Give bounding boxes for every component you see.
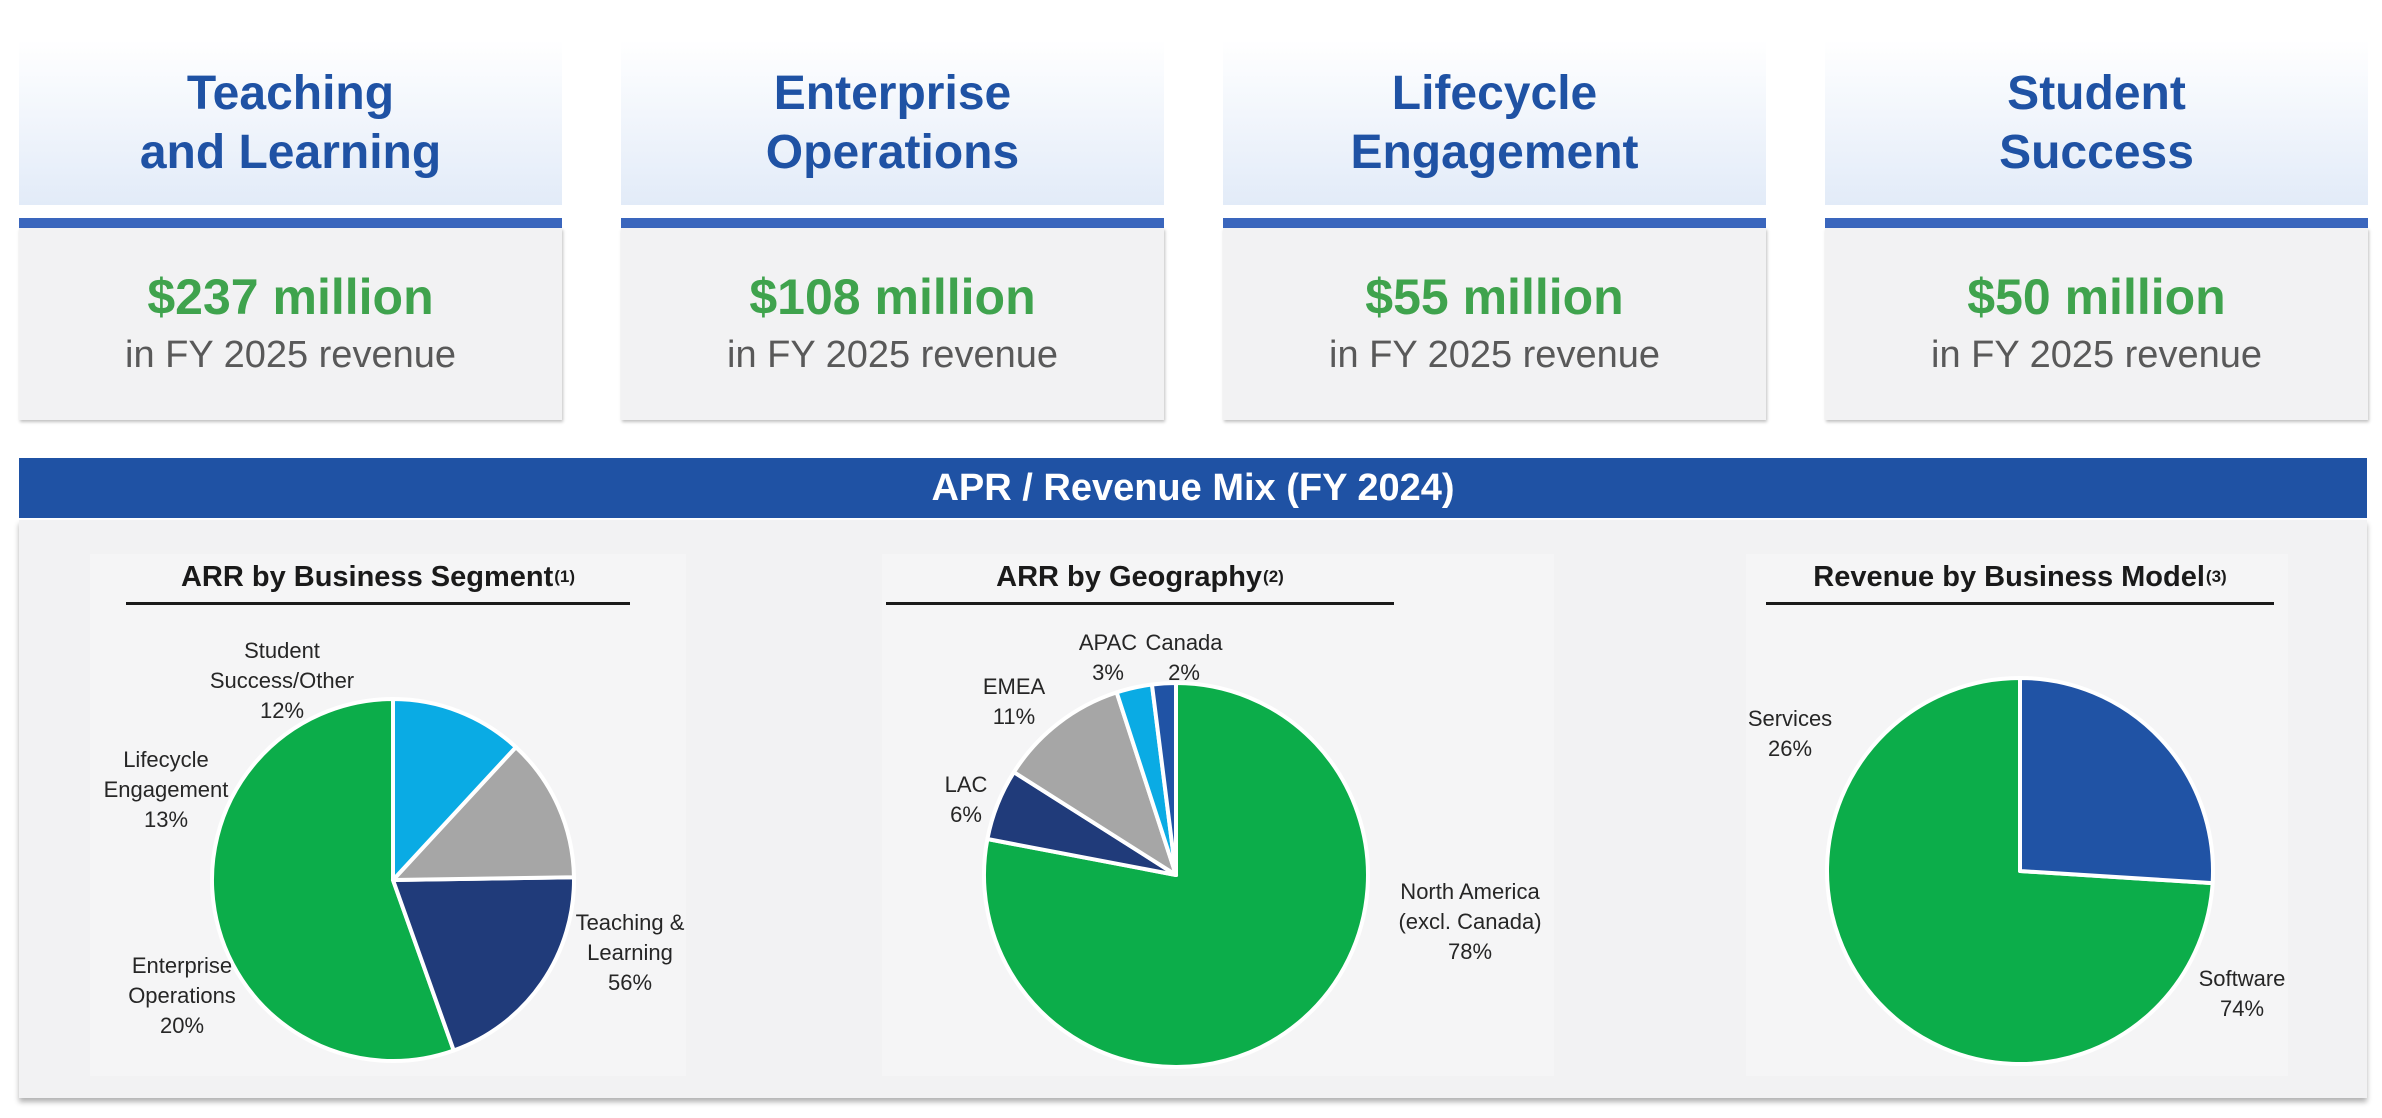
segment-card-lifecycle: Lifecycle Engagement $55 million in FY 2… bbox=[1223, 40, 1766, 422]
chart-arr-by-geography: ARR by Geography (2) North America (excl. … bbox=[882, 554, 1554, 1076]
pie-slice bbox=[391, 745, 576, 882]
pie-slice-name: Lifecycle bbox=[123, 747, 209, 772]
segment-revenue-caption: in FY 2025 revenue bbox=[727, 334, 1058, 376]
pie-slice-name: North America bbox=[1400, 879, 1540, 904]
segment-divider bbox=[1223, 218, 1766, 228]
pie-slice-value: 78% bbox=[1447, 939, 1493, 964]
segment-divider bbox=[19, 218, 562, 228]
pie-slice-name: Canada bbox=[1145, 630, 1223, 655]
segment-revenue-caption: in FY 2025 revenue bbox=[1329, 334, 1660, 376]
pie-slice bbox=[391, 697, 518, 882]
segment-body: $237 million in FY 2025 revenue bbox=[19, 228, 562, 420]
chart-title-footnote: (3) bbox=[2205, 567, 2227, 586]
segment-title-line1: Enterprise bbox=[773, 66, 1012, 120]
segment-revenue-amount: $55 million bbox=[1365, 269, 1624, 325]
chart-title: Revenue by Business Model (3) bbox=[1766, 554, 2274, 600]
pie-slice-value: 13% bbox=[143, 807, 189, 832]
pie-slice-value: 56% bbox=[607, 970, 653, 995]
pie-chart-svg bbox=[1825, 676, 2215, 1066]
pie-slice-name: LAC bbox=[944, 772, 988, 797]
pie-slice bbox=[982, 681, 1370, 1069]
segment-card-enterprise: Enterprise Operations $108 million in FY… bbox=[621, 40, 1164, 422]
pie-slice-label: Services 26% bbox=[1748, 704, 1832, 764]
chart-title-underline bbox=[126, 602, 630, 605]
segment-card-student: Student Success $50 million in FY 2025 r… bbox=[1825, 40, 2368, 422]
pie-slice-label: Canada 2% bbox=[1145, 628, 1222, 688]
segment-title-line1: Teaching bbox=[186, 66, 395, 120]
segment-divider bbox=[621, 218, 1164, 228]
segment-revenue-amount: $108 million bbox=[749, 269, 1036, 325]
pie-slice-name: Enterprise bbox=[131, 953, 233, 978]
segment-header: Teaching and Learning bbox=[19, 40, 562, 205]
pie-slice-name: Teaching & bbox=[575, 910, 685, 935]
chart-title-underline bbox=[886, 602, 1394, 605]
pie-slice-label: LAC 6% bbox=[945, 770, 988, 830]
segment-body: $55 million in FY 2025 revenue bbox=[1223, 228, 1766, 420]
pie-slice-name: Software bbox=[2198, 966, 2286, 991]
revenue-mix-banner: APR / Revenue Mix (FY 2024) bbox=[19, 458, 2367, 518]
pie-slice-label: Teaching & Learning 56% bbox=[576, 908, 685, 998]
segment-revenue-caption: in FY 2025 revenue bbox=[125, 334, 456, 376]
pie-slice-label: North America (excl. Canada) 78% bbox=[1398, 877, 1541, 967]
pie-slice-name: Student bbox=[244, 638, 320, 663]
chart-title-text: ARR by Business Segment bbox=[180, 560, 554, 593]
pie-slice-name: (excl. Canada) bbox=[1398, 909, 1542, 934]
segment-revenue-amount: $50 million bbox=[1967, 269, 2226, 325]
pie-slice-value: 2% bbox=[1168, 660, 1200, 685]
pie-slice-name: EMEA bbox=[982, 674, 1046, 699]
pie-slice bbox=[2018, 676, 2215, 886]
segment-title-line2: Engagement bbox=[1350, 125, 1639, 179]
pie-slice-value: 11% bbox=[992, 704, 1036, 729]
segment-divider bbox=[1825, 218, 2368, 228]
pie-slice bbox=[210, 697, 456, 1063]
segment-title-line2: and Learning bbox=[139, 125, 442, 179]
pie-slice-label: EMEA 11% bbox=[983, 672, 1045, 732]
pie-slice-label: Software 74% bbox=[2199, 964, 2286, 1024]
pie-slice bbox=[391, 875, 576, 1053]
pie-slice-name: Operations bbox=[128, 983, 236, 1008]
segment-revenue-caption: in FY 2025 revenue bbox=[1931, 334, 2262, 376]
chart-title: ARR by Business Segment (1) bbox=[126, 554, 630, 600]
chart-revenue-by-business-model: Revenue by Business Model (3) Software 74%… bbox=[1746, 554, 2288, 1076]
segment-card-teaching: Teaching and Learning $237 million in FY… bbox=[19, 40, 562, 422]
pie-slice-name: Success/Other bbox=[209, 668, 355, 693]
segment-title-line2: Success bbox=[1999, 125, 2194, 179]
pie-slice-value: 20% bbox=[159, 1013, 205, 1038]
pie-slice-label: Student Success/Other 12% bbox=[210, 636, 354, 726]
pie-slice-label: Lifecycle Engagement 13% bbox=[104, 745, 229, 835]
pie-slice-name: Services bbox=[1747, 706, 1833, 731]
segment-title-line1: Student bbox=[2007, 66, 2186, 120]
pie-slice-name: Learning bbox=[587, 940, 673, 965]
pie-slice-value: 74% bbox=[2219, 996, 2265, 1021]
segment-revenue-amount: $237 million bbox=[147, 269, 434, 325]
pie-slice-value: 3% bbox=[1092, 660, 1124, 685]
chart-title-footnote: (1) bbox=[554, 567, 576, 586]
chart-title: ARR by Geography (2) bbox=[886, 554, 1394, 600]
chart-title-text: ARR by Geography bbox=[996, 560, 1263, 593]
pie-slice-label: APAC 3% bbox=[1079, 628, 1137, 688]
pie-slice bbox=[1011, 690, 1178, 877]
segment-header: Enterprise Operations bbox=[621, 40, 1164, 205]
segment-title-line2: Operations bbox=[765, 125, 1020, 179]
pie-chart-svg bbox=[210, 697, 576, 1063]
pie-slice-value: 6% bbox=[950, 802, 982, 827]
chart-title-underline bbox=[1766, 602, 2274, 605]
chart-arr-by-segment: ARR by Business Segment (1) Teaching & Lea… bbox=[90, 554, 686, 1076]
pie-chart-svg bbox=[982, 680, 1370, 1069]
pie-slice-label: Enterprise Operations 20% bbox=[128, 951, 236, 1041]
chart-title-text: Revenue by Business Model bbox=[1813, 560, 2205, 593]
segment-body: $50 million in FY 2025 revenue bbox=[1825, 228, 2368, 420]
pie-slice-value: 26% bbox=[1767, 736, 1813, 761]
pie-slice bbox=[1149, 680, 1178, 877]
pie-slice-name: APAC bbox=[1078, 630, 1138, 655]
pie-slice-name: Engagement bbox=[103, 777, 229, 802]
chart-title-footnote: (2) bbox=[1263, 567, 1284, 586]
segment-title-line1: Lifecycle bbox=[1391, 66, 1598, 120]
segment-body: $108 million in FY 2025 revenue bbox=[621, 228, 1164, 420]
pie-slice-value: 12% bbox=[259, 698, 305, 723]
segment-header: Student Success bbox=[1825, 40, 2368, 205]
segment-header: Lifecycle Engagement bbox=[1223, 40, 1766, 205]
